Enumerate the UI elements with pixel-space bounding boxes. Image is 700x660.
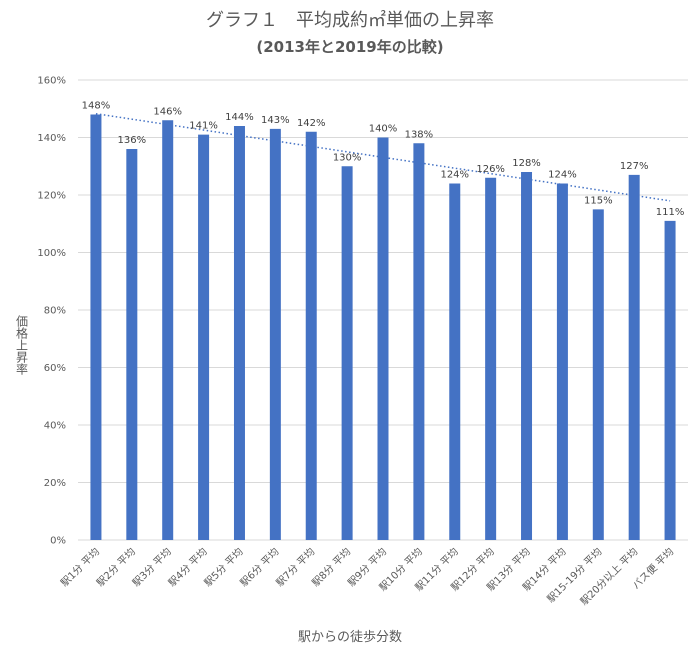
bar [162,120,174,540]
data-labels: 148% 136% 146% 141% 144% 143% 142% 130% 140% 138%… [82,101,685,218]
bar [341,166,353,540]
data-label: 128% [512,158,541,169]
bar [664,220,676,540]
data-label: 124% [548,170,577,181]
y-tick-label: 20% [44,478,66,489]
x-axis-label: 駅からの徒歩分数 [297,630,402,645]
bar [592,209,604,540]
y-tick-label: 40% [44,421,66,432]
y-tick-label: 100% [37,248,66,259]
data-label: 148% [82,101,111,112]
bar [305,131,317,540]
data-label: 115% [584,195,613,206]
bar [233,126,245,540]
data-label: 138% [405,129,434,140]
data-label: 124% [440,170,469,181]
data-label: 142% [297,118,326,129]
data-label: 146% [153,106,182,117]
bar [90,114,102,540]
bars [90,114,676,540]
bar [521,172,533,540]
data-label: 127% [620,161,649,172]
trendline [95,112,671,202]
y-axis-ticks: 0% 20% 40% 60% 80% 100% 120% 140% 160% [37,76,66,547]
chart-subtitle: (2013年と2019年の比較) [256,38,444,56]
bar [198,134,210,540]
y-axis-label: 価格上昇率 [14,315,29,375]
data-label: 111% [656,207,685,218]
data-label: 130% [333,152,362,163]
data-label: 140% [369,124,398,135]
bar [449,183,461,540]
data-label: 126% [476,164,505,175]
y-tick-label: 0% [50,536,66,547]
y-tick-label: 60% [44,363,66,374]
bar [413,143,425,540]
data-label: 136% [118,135,147,146]
bar [126,149,138,540]
data-label: 144% [225,112,254,123]
y-tick-label: 120% [37,191,66,202]
trend-line [95,112,671,202]
data-label: 141% [189,121,218,132]
y-tick-label: 80% [44,306,66,317]
bar [556,183,568,540]
y-tick-label: 140% [37,133,66,144]
y-tick-label: 160% [37,76,66,87]
data-label: 143% [261,115,290,126]
bar [628,174,640,540]
bar [377,137,389,540]
bar [485,177,497,540]
bar [269,128,281,540]
chart-title: グラフ１ 平均成約㎡単価の上昇率 [206,10,494,31]
